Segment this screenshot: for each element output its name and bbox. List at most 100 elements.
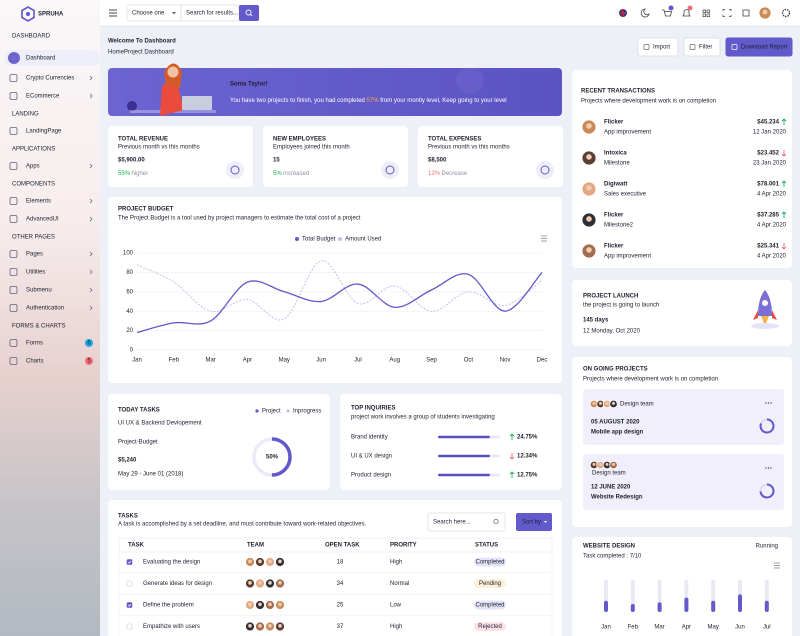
cart-icon[interactable] xyxy=(662,9,672,17)
illustration-laptop xyxy=(182,96,212,110)
stat-change-value: 55% xyxy=(118,171,131,177)
inquiry-label: Product design xyxy=(351,473,391,479)
inquiry-bar-fill xyxy=(438,473,490,477)
bell-icon[interactable] xyxy=(682,9,691,17)
header-button[interactable] xyxy=(725,37,793,57)
stat-value: 15 xyxy=(273,158,280,164)
avatar-face xyxy=(586,247,592,253)
row-checkbox[interactable] xyxy=(126,559,133,565)
transaction-name: Flicker xyxy=(604,120,624,126)
settings-icon[interactable] xyxy=(781,8,791,18)
x-tick-label: Jan xyxy=(132,358,142,364)
sidebar-link[interactable]: Forms xyxy=(26,341,43,347)
more-icon xyxy=(765,402,767,404)
open-task-count: 25 xyxy=(337,603,344,609)
sidebar-link[interactable]: Apps xyxy=(26,164,40,170)
breadcrumb-link[interactable]: Home xyxy=(108,50,125,56)
sidebar-link[interactable]: Authentication xyxy=(26,306,64,312)
card-subtitle: A task is accomplished by a set deadline… xyxy=(118,522,366,528)
budget-label: Project-Budget xyxy=(118,440,158,446)
inquiries-card xyxy=(340,394,562,490)
rocket-cloud xyxy=(751,323,779,329)
fullscreen-icon[interactable] xyxy=(722,9,732,17)
chevron xyxy=(89,251,93,257)
task-name: Evaluating the design xyxy=(143,560,200,566)
stat-change-value: 12% xyxy=(428,171,441,177)
transaction-name: Flicker xyxy=(604,213,624,219)
task-name: Define the problem xyxy=(143,603,194,609)
stat-change-text: increased xyxy=(283,171,309,177)
row-checkbox[interactable] xyxy=(126,623,133,630)
x-tick-label: Aug xyxy=(389,358,400,364)
trend-up-icon xyxy=(781,211,787,218)
card-title: TOP INQUIRIES xyxy=(351,406,395,412)
sidebar-link[interactable]: Utilities xyxy=(26,270,45,276)
column-header: TEAM xyxy=(247,543,264,549)
tasks-card xyxy=(108,500,562,636)
apps-icon xyxy=(702,9,706,13)
search-icon xyxy=(493,518,499,525)
avatar-face xyxy=(268,602,272,607)
sidebar-link[interactable]: Charts xyxy=(26,359,44,365)
budget-card xyxy=(108,197,562,383)
budget-dates: May 29 - June 01 (2018) xyxy=(118,472,183,478)
sidebar-link[interactable]: LandingPage xyxy=(26,129,62,135)
sidebar-section-title: OTHER PAGES xyxy=(12,235,55,241)
x-tick-label: Nov xyxy=(500,358,511,364)
bar xyxy=(657,602,662,612)
sidebar-icon xyxy=(9,92,18,100)
chevron xyxy=(89,216,93,222)
sort-button[interactable] xyxy=(516,513,552,531)
priority: Normal xyxy=(390,581,409,587)
header-button[interactable] xyxy=(637,37,679,57)
sidebar-icon-bg xyxy=(8,52,20,64)
sidebar-link[interactable]: Dashboard xyxy=(26,56,55,62)
welcome-name: Sonia Taylor! xyxy=(230,82,268,88)
task-name: Empathize with users xyxy=(143,624,200,630)
open-task-count: 34 xyxy=(337,581,344,587)
transaction-amount: $25.341 xyxy=(757,244,779,250)
row-checkbox[interactable] xyxy=(126,602,133,608)
header-button[interactable] xyxy=(683,37,721,57)
stat-icon-bg xyxy=(536,161,554,179)
more-icon xyxy=(767,467,770,469)
compress-icon[interactable] xyxy=(742,9,750,17)
search-button[interactable] xyxy=(239,5,259,21)
sidebar-link[interactable]: Elements xyxy=(26,199,51,205)
check-mark xyxy=(127,560,132,564)
select-caret xyxy=(172,12,176,15)
bar xyxy=(711,600,716,612)
sidebar-link[interactable]: Submenu xyxy=(26,288,52,294)
avatar-face xyxy=(248,559,252,564)
bell-badge xyxy=(687,5,693,11)
avatar-face xyxy=(248,581,252,585)
transactions-card xyxy=(572,70,792,268)
inquiry-bar-fill xyxy=(438,435,490,439)
x-tick-label: Feb xyxy=(169,358,180,364)
sidebar-active-item[interactable] xyxy=(4,50,100,66)
more-icon xyxy=(770,467,772,469)
today-tasks-card xyxy=(108,394,330,490)
avatar-face xyxy=(586,185,592,191)
avatar-face xyxy=(278,624,282,628)
button-label: Import xyxy=(653,45,670,51)
theme-icon[interactable] xyxy=(640,8,650,18)
sidebar-link[interactable]: AdvancedUI xyxy=(26,217,59,223)
sidebar-link[interactable]: ECommerce xyxy=(26,94,60,100)
illustration-head xyxy=(167,66,179,78)
stat-subtitle: Previous month vs this months xyxy=(118,145,200,151)
sidebar-icon xyxy=(9,286,18,294)
column-header: OPEN TASK xyxy=(325,543,360,549)
y-tick-label: 40 xyxy=(126,309,133,315)
row-checkbox[interactable] xyxy=(126,580,133,587)
column-header: PRORITY xyxy=(390,543,417,549)
flag-icon xyxy=(619,9,627,17)
task-search[interactable] xyxy=(427,512,506,532)
legend-label: Project xyxy=(262,409,281,415)
sidebar-icon xyxy=(9,339,18,347)
sidebar-link[interactable]: Pages xyxy=(26,252,43,258)
project-date: 12 JUNE 2020 xyxy=(591,485,631,491)
sidebar-link[interactable]: Crypto Currencies xyxy=(26,76,74,82)
bar xyxy=(684,597,689,612)
status-label: Rejected xyxy=(478,624,502,630)
